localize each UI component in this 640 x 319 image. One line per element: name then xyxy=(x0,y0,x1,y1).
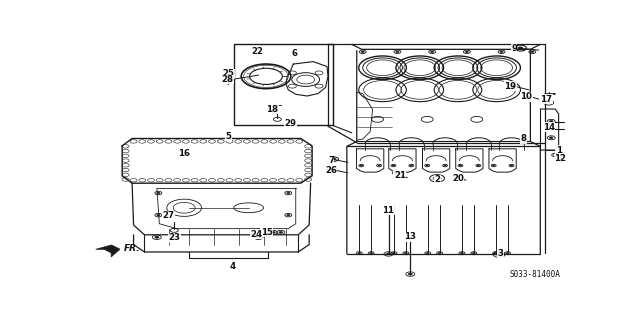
Text: 3: 3 xyxy=(497,249,503,258)
Circle shape xyxy=(155,236,159,238)
Circle shape xyxy=(511,165,513,166)
Circle shape xyxy=(549,137,553,139)
Circle shape xyxy=(460,165,461,166)
Circle shape xyxy=(408,273,412,275)
Circle shape xyxy=(157,214,160,216)
Text: 8: 8 xyxy=(521,135,527,144)
Text: 4: 4 xyxy=(230,262,236,271)
Circle shape xyxy=(438,253,441,254)
Text: 24: 24 xyxy=(250,230,262,239)
Circle shape xyxy=(477,165,479,166)
Circle shape xyxy=(444,165,446,166)
Circle shape xyxy=(387,253,390,255)
Circle shape xyxy=(358,253,360,254)
Text: S033-81400A: S033-81400A xyxy=(510,270,561,279)
Circle shape xyxy=(287,214,290,216)
Circle shape xyxy=(493,165,495,166)
Text: 1: 1 xyxy=(556,145,562,154)
Text: 28: 28 xyxy=(222,75,234,84)
Circle shape xyxy=(279,232,283,233)
Circle shape xyxy=(506,253,509,254)
Circle shape xyxy=(361,51,364,53)
Text: 7: 7 xyxy=(328,156,334,165)
Text: 13: 13 xyxy=(404,232,416,241)
Circle shape xyxy=(465,51,468,53)
Circle shape xyxy=(396,51,399,53)
Text: 5: 5 xyxy=(226,132,232,141)
Circle shape xyxy=(531,51,534,53)
Polygon shape xyxy=(96,245,120,257)
Text: 15: 15 xyxy=(260,228,273,237)
Circle shape xyxy=(392,165,395,166)
Text: 2: 2 xyxy=(434,175,440,184)
Text: 29: 29 xyxy=(284,119,296,128)
Text: 26: 26 xyxy=(325,167,337,175)
Circle shape xyxy=(511,85,515,86)
Text: 20: 20 xyxy=(452,174,464,183)
Circle shape xyxy=(500,51,503,53)
Text: 19: 19 xyxy=(504,82,516,91)
Text: 12: 12 xyxy=(554,154,566,163)
Circle shape xyxy=(227,78,231,80)
Circle shape xyxy=(395,172,398,174)
Bar xyxy=(234,44,333,125)
Circle shape xyxy=(426,165,428,166)
Circle shape xyxy=(494,253,497,254)
Circle shape xyxy=(518,47,523,49)
Circle shape xyxy=(332,158,336,160)
Text: 27: 27 xyxy=(162,211,174,220)
Circle shape xyxy=(157,192,160,194)
Circle shape xyxy=(271,232,275,233)
Text: 10: 10 xyxy=(520,92,532,101)
Circle shape xyxy=(497,253,502,256)
Circle shape xyxy=(461,253,463,254)
Circle shape xyxy=(370,253,372,254)
Circle shape xyxy=(549,120,553,122)
Circle shape xyxy=(431,51,434,53)
Circle shape xyxy=(378,165,380,166)
Text: 11: 11 xyxy=(383,206,394,215)
Circle shape xyxy=(455,175,459,177)
Text: 21: 21 xyxy=(394,171,406,180)
Text: 22: 22 xyxy=(252,47,264,56)
Text: 14: 14 xyxy=(543,123,555,132)
Circle shape xyxy=(360,165,362,166)
Text: 17: 17 xyxy=(540,95,552,104)
Circle shape xyxy=(426,253,429,254)
Text: FR.: FR. xyxy=(124,243,140,253)
Text: 6: 6 xyxy=(292,49,298,58)
Circle shape xyxy=(257,236,260,238)
Circle shape xyxy=(404,253,407,254)
Circle shape xyxy=(410,165,412,166)
Circle shape xyxy=(330,168,335,170)
Circle shape xyxy=(554,154,557,156)
Circle shape xyxy=(287,192,290,194)
Text: 9: 9 xyxy=(511,44,517,53)
Text: 16: 16 xyxy=(178,149,190,158)
Text: 23: 23 xyxy=(168,233,180,242)
Text: 25: 25 xyxy=(223,70,235,78)
Text: 18: 18 xyxy=(266,105,278,114)
Circle shape xyxy=(392,253,396,254)
Circle shape xyxy=(472,253,475,254)
